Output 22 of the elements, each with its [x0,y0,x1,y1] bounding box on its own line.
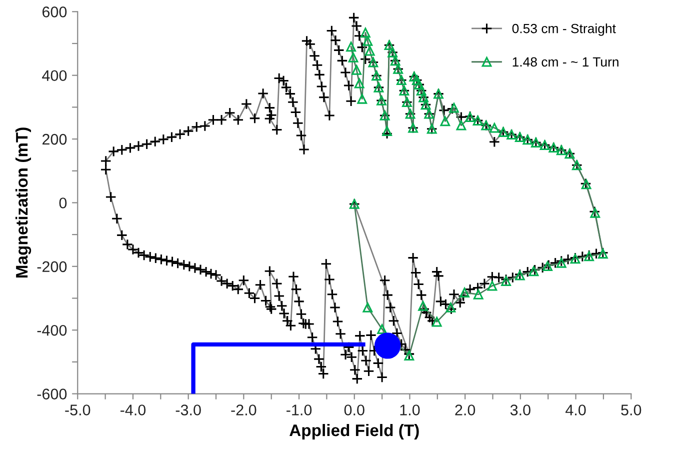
legend-label: 0.53 cm - Straight [512,24,616,36]
y-tick-label: -200 [37,261,67,272]
y-tick-label: 400 [42,70,67,82]
x-tick-label: -3.0 [176,404,201,416]
y-tick-label: 600 [42,6,67,18]
x-axis-title: Applied Field (T) [290,424,419,440]
x-tick-label: -1.0 [286,404,312,416]
y-tick-label: -600 [37,388,67,400]
y-tick-label: -400 [37,324,67,336]
legend-label: 1.48 cm - ~ 1 Turn [512,57,618,67]
x-tick-label: -4.0 [120,404,146,416]
x-tick-label: 2.0 [455,404,476,416]
x-tick-label: 3.0 [510,404,530,416]
y-tick-label: 200 [42,134,67,145]
y-axis-title: Magnetization (mT) [15,128,32,278]
x-tick-label: 5.0 [621,404,642,416]
x-tick-label: 4.0 [566,404,586,416]
x-tick-label: -2.0 [231,404,256,416]
x-tick-label: 0.0 [344,404,364,416]
x-tick-label: 1.0 [400,404,420,416]
x-tick-label: -5.0 [65,404,90,416]
y-tick-label: 0 [59,198,67,208]
